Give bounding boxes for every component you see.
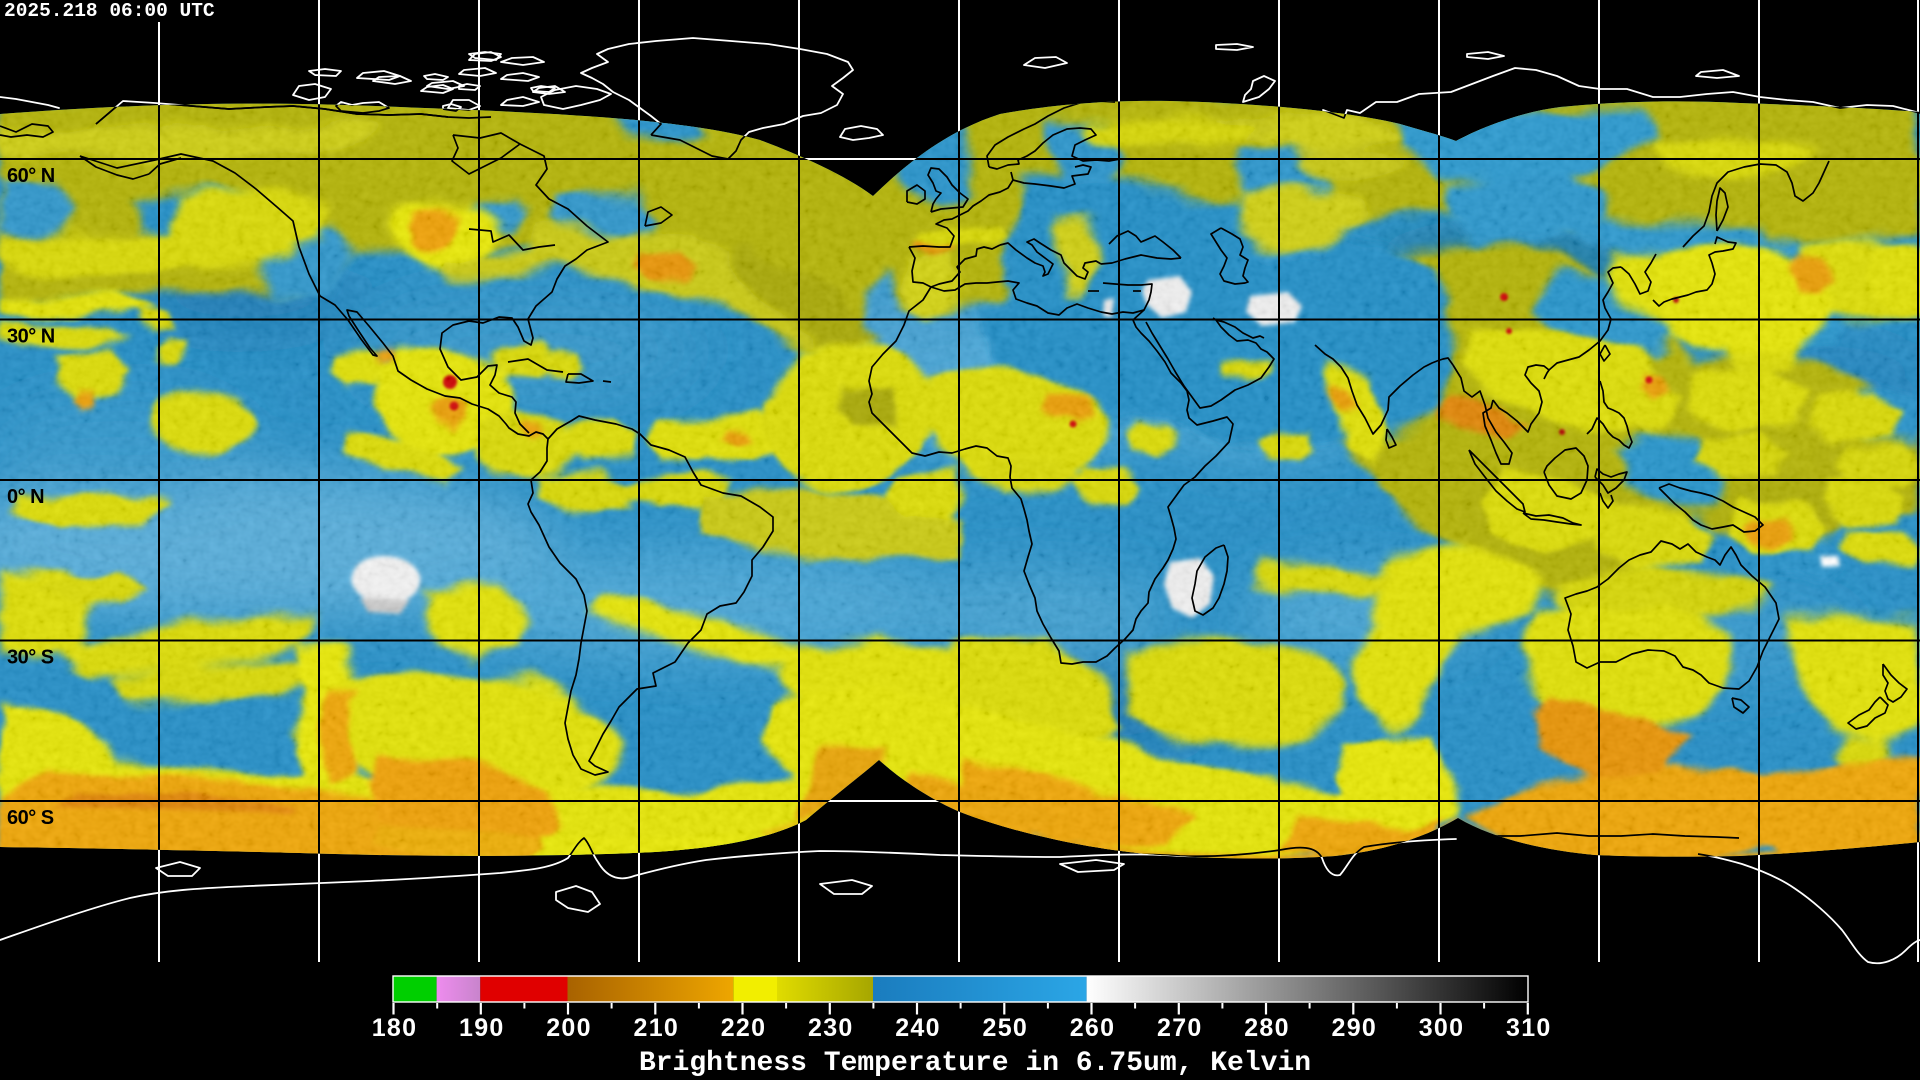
svg-text:310: 310 [1506, 1014, 1552, 1042]
svg-text:Brightness Temperature in 6.75: Brightness Temperature in 6.75um, Kelvin [639, 1048, 1311, 1079]
svg-text:2025.218 06:00 UTC: 2025.218 06:00 UTC [4, 0, 215, 22]
svg-text:220: 220 [721, 1014, 767, 1042]
svg-text:250: 250 [982, 1014, 1028, 1042]
svg-text:60° S: 60° S [7, 807, 54, 829]
svg-text:260: 260 [1070, 1014, 1116, 1042]
svg-text:240: 240 [895, 1014, 941, 1042]
svg-text:230: 230 [808, 1014, 854, 1042]
svg-text:280: 280 [1244, 1014, 1290, 1042]
svg-text:60° N: 60° N [7, 165, 55, 187]
svg-text:180: 180 [372, 1014, 418, 1042]
svg-text:0° N: 0° N [7, 486, 44, 508]
svg-text:300: 300 [1419, 1014, 1465, 1042]
svg-text:290: 290 [1331, 1014, 1377, 1042]
svg-text:190: 190 [459, 1014, 505, 1042]
svg-text:200: 200 [546, 1014, 592, 1042]
svg-text:210: 210 [633, 1014, 679, 1042]
svg-text:270: 270 [1157, 1014, 1203, 1042]
svg-text:30° N: 30° N [7, 326, 55, 348]
svg-text:30° S: 30° S [7, 647, 54, 669]
